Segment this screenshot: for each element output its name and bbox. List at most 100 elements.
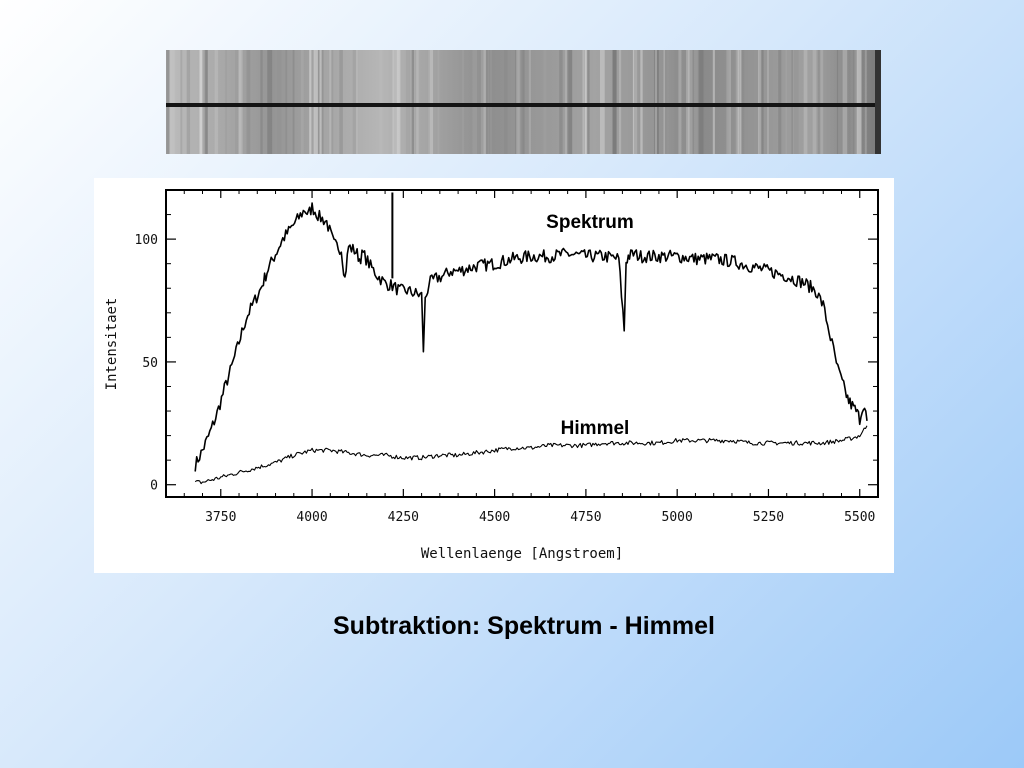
strip-streak	[504, 50, 508, 154]
strip-streak	[640, 50, 643, 154]
strip-streak	[699, 50, 704, 154]
strip-streak	[285, 50, 288, 154]
strip-streak	[600, 50, 605, 154]
x-tick-label: 5000	[662, 510, 693, 525]
strip-streak	[515, 50, 521, 154]
strip-streak	[726, 50, 729, 154]
strip-streak	[674, 50, 678, 154]
strip-streak	[310, 50, 315, 154]
strip-streak	[356, 50, 358, 154]
strip-streak	[582, 50, 584, 154]
strip-streak	[472, 50, 478, 154]
strip-streak	[214, 50, 218, 154]
strip-streak	[238, 50, 243, 154]
strip-streak	[483, 50, 486, 154]
strip-streak	[202, 50, 207, 154]
strip-streak	[260, 50, 263, 154]
strip-streak	[689, 50, 694, 154]
strip-streak	[396, 50, 401, 154]
strip-streak	[564, 50, 569, 154]
strip-streak	[411, 50, 414, 154]
series-line-himmel	[194, 425, 868, 485]
strip-streak	[461, 50, 464, 154]
strip-streak	[238, 50, 242, 154]
x-tick-label: 4250	[388, 510, 419, 525]
strip-streak	[235, 50, 239, 154]
series-label-spektrum: Spektrum	[546, 212, 634, 233]
x-tick-label: 5500	[844, 510, 875, 525]
strip-streak	[428, 50, 433, 154]
strip-streak	[735, 50, 741, 154]
strip-streak	[246, 50, 248, 154]
strip-streak	[392, 50, 397, 154]
strip-streak	[329, 50, 333, 154]
series-line-spektrum	[194, 202, 868, 472]
strip-streak	[312, 50, 315, 154]
slide-caption: Subtraktion: Spektrum - Himmel	[333, 612, 715, 640]
strip-streak	[726, 50, 731, 154]
strip-streak	[634, 50, 638, 154]
strip-streak	[612, 50, 617, 154]
strip-streak	[803, 50, 808, 154]
strip-streak	[741, 50, 745, 154]
strip-streak	[489, 50, 492, 154]
strip-streak	[331, 50, 334, 154]
strip-streak	[686, 50, 689, 154]
strip-streak	[186, 50, 191, 154]
strip-streak	[864, 50, 867, 154]
strip-streak	[785, 50, 787, 154]
y-tick-label: 0	[150, 479, 158, 494]
strip-streak	[416, 50, 419, 154]
strip-streak	[480, 50, 485, 154]
strip-streak	[169, 50, 175, 154]
strip-streak	[760, 50, 764, 154]
strip-streak	[393, 50, 396, 154]
strip-streak	[819, 50, 824, 154]
strip-streak	[399, 50, 404, 154]
spectrum-image	[166, 50, 881, 154]
strip-streak	[654, 50, 658, 154]
strip-streak	[619, 50, 622, 154]
strip-streak	[522, 50, 525, 154]
strip-streak	[414, 50, 419, 154]
strip-streak	[190, 50, 194, 154]
strip-streak	[818, 50, 821, 154]
strip-streak	[543, 50, 547, 154]
strip-streak	[836, 50, 839, 154]
strip-streak	[663, 50, 665, 154]
strip-streak	[300, 50, 304, 154]
strip-streak	[585, 50, 588, 154]
strip-streak	[853, 50, 857, 154]
strip-streak	[737, 50, 740, 154]
strip-streak	[842, 50, 848, 154]
spectrum-chart: 3750 4000 4250 4500 4750 5000 5250 5500 0 50 100 W…	[94, 178, 894, 573]
strip-streak	[812, 50, 817, 154]
strip-streak	[666, 50, 669, 154]
x-axis-title: Wellenlaenge [Angstroem]	[421, 546, 623, 562]
strip-streak	[758, 50, 763, 154]
strip-streak	[794, 50, 799, 154]
strip-streak	[267, 50, 273, 154]
strip-streak	[247, 50, 251, 154]
strip-streak	[429, 50, 434, 154]
strip-streak	[694, 50, 698, 154]
strip-streak	[791, 50, 793, 154]
strip-streak	[778, 50, 782, 154]
x-tick-label: 4750	[570, 510, 601, 525]
strip-streak	[567, 50, 573, 154]
strip-streak	[166, 50, 170, 154]
strip-streak	[322, 50, 324, 154]
strip-streak	[166, 50, 171, 154]
strip-streak	[339, 50, 343, 154]
y-axis-title: Intensitaet	[104, 298, 120, 391]
strip-streak	[406, 50, 411, 154]
strip-streak	[277, 50, 282, 154]
strip-streak	[767, 50, 769, 154]
strip-streak	[437, 50, 440, 154]
strip-streak	[318, 50, 322, 154]
strip-streak	[856, 50, 858, 154]
strip-streak	[292, 50, 295, 154]
strip-streak	[180, 50, 183, 154]
strip-streak	[678, 50, 682, 154]
plot-frame	[165, 189, 879, 498]
